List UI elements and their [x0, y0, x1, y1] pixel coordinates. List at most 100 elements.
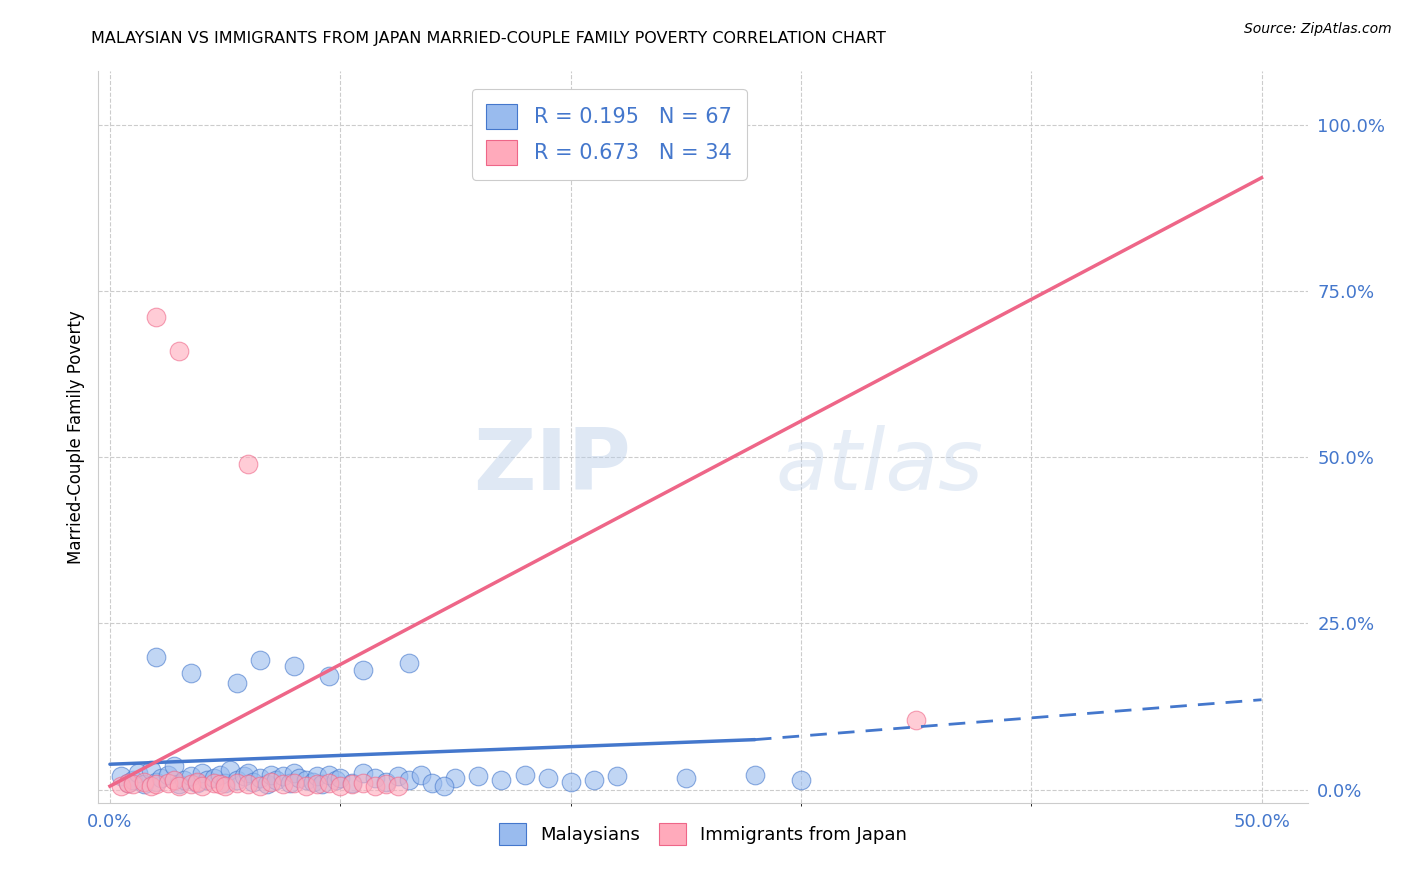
- Point: [191, 779, 214, 793]
- Point: [167, 343, 190, 358]
- Point: [467, 769, 489, 783]
- Point: [294, 779, 316, 793]
- Point: [560, 774, 582, 789]
- Point: [225, 676, 247, 690]
- Point: [409, 768, 432, 782]
- Point: [163, 772, 186, 787]
- Point: [422, 776, 444, 790]
- Point: [582, 772, 605, 787]
- Point: [167, 779, 190, 793]
- Point: [186, 774, 208, 789]
- Point: [301, 774, 323, 789]
- Point: [236, 457, 259, 471]
- Point: [340, 777, 363, 791]
- Point: [214, 776, 236, 790]
- Point: [329, 771, 352, 785]
- Point: [180, 666, 202, 681]
- Point: [491, 772, 513, 787]
- Point: [202, 771, 225, 785]
- Text: ZIP: ZIP: [472, 425, 630, 508]
- Point: [387, 769, 409, 783]
- Point: [307, 769, 329, 783]
- Point: [536, 771, 558, 785]
- Point: [249, 779, 271, 793]
- Point: [141, 779, 163, 793]
- Point: [225, 776, 247, 790]
- Point: [352, 776, 374, 790]
- Point: [249, 653, 271, 667]
- Y-axis label: Married-Couple Family Poverty: Married-Couple Family Poverty: [66, 310, 84, 564]
- Point: [387, 779, 409, 793]
- Point: [195, 772, 218, 787]
- Point: [325, 772, 347, 787]
- Point: [236, 777, 259, 791]
- Point: [218, 763, 240, 777]
- Point: [117, 776, 139, 790]
- Point: [444, 771, 467, 785]
- Point: [122, 777, 145, 791]
- Point: [364, 771, 387, 785]
- Legend: Malaysians, Immigrants from Japan: Malaysians, Immigrants from Japan: [492, 816, 914, 852]
- Point: [141, 763, 163, 777]
- Point: [167, 777, 190, 791]
- Point: [264, 772, 287, 787]
- Point: [149, 771, 172, 785]
- Point: [318, 776, 340, 790]
- Point: [260, 774, 283, 789]
- Text: Source: ZipAtlas.com: Source: ZipAtlas.com: [1244, 22, 1392, 37]
- Point: [180, 769, 202, 783]
- Point: [145, 310, 167, 325]
- Text: atlas: atlas: [776, 425, 984, 508]
- Point: [675, 771, 697, 785]
- Point: [905, 713, 928, 727]
- Point: [375, 777, 398, 791]
- Point: [145, 649, 167, 664]
- Point: [744, 768, 766, 782]
- Point: [249, 771, 271, 785]
- Point: [209, 768, 232, 782]
- Point: [513, 768, 536, 782]
- Point: [117, 776, 139, 790]
- Point: [145, 777, 167, 791]
- Point: [122, 772, 145, 787]
- Point: [110, 779, 132, 793]
- Point: [163, 759, 186, 773]
- Point: [191, 765, 214, 780]
- Point: [283, 776, 305, 790]
- Point: [180, 777, 202, 791]
- Point: [318, 669, 340, 683]
- Point: [606, 769, 628, 783]
- Point: [173, 772, 195, 787]
- Point: [110, 769, 132, 783]
- Point: [375, 774, 398, 789]
- Point: [260, 768, 283, 782]
- Point: [127, 765, 149, 780]
- Point: [242, 774, 264, 789]
- Point: [790, 772, 813, 787]
- Point: [283, 659, 305, 673]
- Point: [307, 777, 329, 791]
- Point: [271, 769, 294, 783]
- Point: [311, 777, 333, 791]
- Point: [256, 777, 278, 791]
- Point: [232, 769, 254, 783]
- Point: [271, 777, 294, 791]
- Point: [214, 779, 236, 793]
- Point: [398, 656, 420, 670]
- Point: [145, 774, 167, 789]
- Point: [364, 779, 387, 793]
- Point: [294, 772, 316, 787]
- Point: [352, 663, 374, 677]
- Point: [433, 779, 456, 793]
- Point: [288, 771, 311, 785]
- Point: [156, 768, 179, 782]
- Point: [209, 777, 232, 791]
- Point: [202, 776, 225, 790]
- Text: MALAYSIAN VS IMMIGRANTS FROM JAPAN MARRIED-COUPLE FAMILY POVERTY CORRELATION CHA: MALAYSIAN VS IMMIGRANTS FROM JAPAN MARRI…: [91, 31, 886, 46]
- Point: [186, 776, 208, 790]
- Point: [134, 777, 156, 791]
- Point: [156, 776, 179, 790]
- Point: [236, 765, 259, 780]
- Point: [329, 779, 352, 793]
- Point: [340, 776, 363, 790]
